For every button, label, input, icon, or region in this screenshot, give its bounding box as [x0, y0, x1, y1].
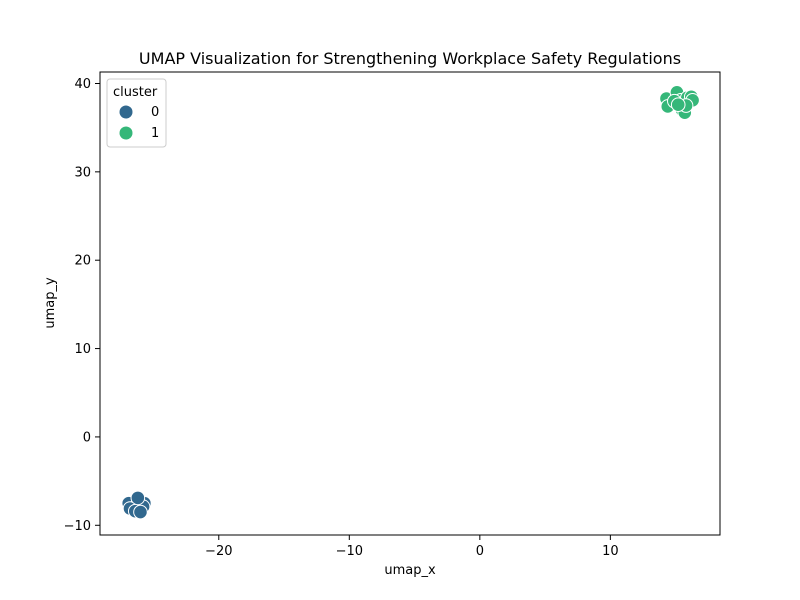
x-axis: −20 −10 0 10: [205, 535, 619, 559]
x-axis-label: umap_x: [384, 563, 436, 578]
legend-label-0: 0: [151, 105, 159, 120]
y-tick-label: 0: [83, 430, 91, 445]
y-tick-label: 20: [74, 254, 91, 269]
y-tick-label: 30: [74, 165, 91, 180]
y-tick-label: 40: [74, 77, 91, 92]
points-layer: [121, 85, 700, 520]
legend-title: cluster: [113, 85, 158, 100]
y-tick-label: 10: [74, 342, 91, 357]
y-axis-label: umap_y: [43, 277, 58, 329]
scatter-point-cluster-0: [130, 490, 146, 506]
y-axis: −10 0 10 20 30 40: [64, 77, 100, 534]
x-tick-label: −20: [205, 544, 232, 559]
plot-frame: [99, 71, 721, 536]
y-tick-label: −10: [64, 519, 91, 534]
x-tick-label: −10: [336, 544, 363, 559]
x-tick-label: 10: [602, 544, 619, 559]
x-tick-label: 0: [476, 544, 484, 559]
legend-label-1: 1: [151, 126, 159, 141]
legend: cluster 0 1: [106, 78, 167, 148]
legend-marker-1: [119, 126, 133, 140]
scatter-point-cluster-1: [670, 97, 686, 112]
chart-title: UMAP Visualization for Strengthening Wor…: [139, 49, 681, 68]
legend-marker-0: [119, 105, 133, 119]
scatter-point-cluster-0: [133, 504, 148, 520]
